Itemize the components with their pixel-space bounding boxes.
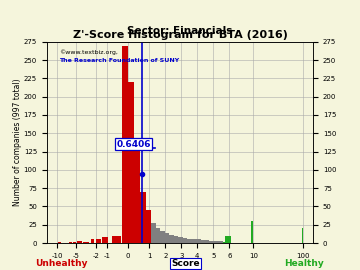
Bar — [201, 240, 205, 243]
Bar — [112, 236, 121, 243]
Bar — [146, 210, 151, 243]
Text: ©www.textbiz.org,: ©www.textbiz.org, — [59, 49, 118, 55]
Bar — [128, 82, 134, 243]
Bar — [140, 192, 146, 243]
Bar — [73, 242, 76, 243]
Bar — [187, 239, 192, 243]
Text: Unhealthy: Unhealthy — [35, 259, 87, 268]
Bar — [205, 240, 210, 243]
Bar — [91, 239, 94, 243]
Bar — [134, 148, 140, 243]
Bar — [225, 236, 231, 243]
Bar — [165, 234, 169, 243]
Bar — [251, 221, 253, 243]
Bar — [69, 242, 72, 243]
Bar — [102, 237, 108, 243]
Bar — [219, 241, 223, 243]
Bar — [84, 242, 89, 243]
Bar — [183, 238, 187, 243]
Bar — [96, 239, 101, 243]
Bar — [77, 241, 82, 243]
Title: Z'-Score Histogram for BTA (2016): Z'-Score Histogram for BTA (2016) — [73, 30, 287, 40]
Y-axis label: Number of companies (997 total): Number of companies (997 total) — [13, 79, 22, 206]
Bar — [174, 237, 178, 243]
Text: Healthy: Healthy — [284, 259, 324, 268]
Bar — [192, 239, 196, 243]
Text: The Research Foundation of SUNY: The Research Foundation of SUNY — [59, 58, 180, 63]
Bar — [58, 242, 61, 243]
Text: Score: Score — [171, 259, 200, 268]
Bar — [223, 242, 228, 243]
Bar — [196, 239, 201, 243]
Bar — [160, 231, 165, 243]
Bar — [151, 222, 156, 243]
Text: Sector: Financials: Sector: Financials — [127, 26, 233, 36]
Bar — [210, 241, 214, 243]
Bar — [214, 241, 219, 243]
Bar — [178, 237, 183, 243]
Bar — [122, 46, 128, 243]
Bar — [156, 228, 160, 243]
Bar — [169, 235, 174, 243]
Text: 0.6406: 0.6406 — [116, 140, 150, 149]
